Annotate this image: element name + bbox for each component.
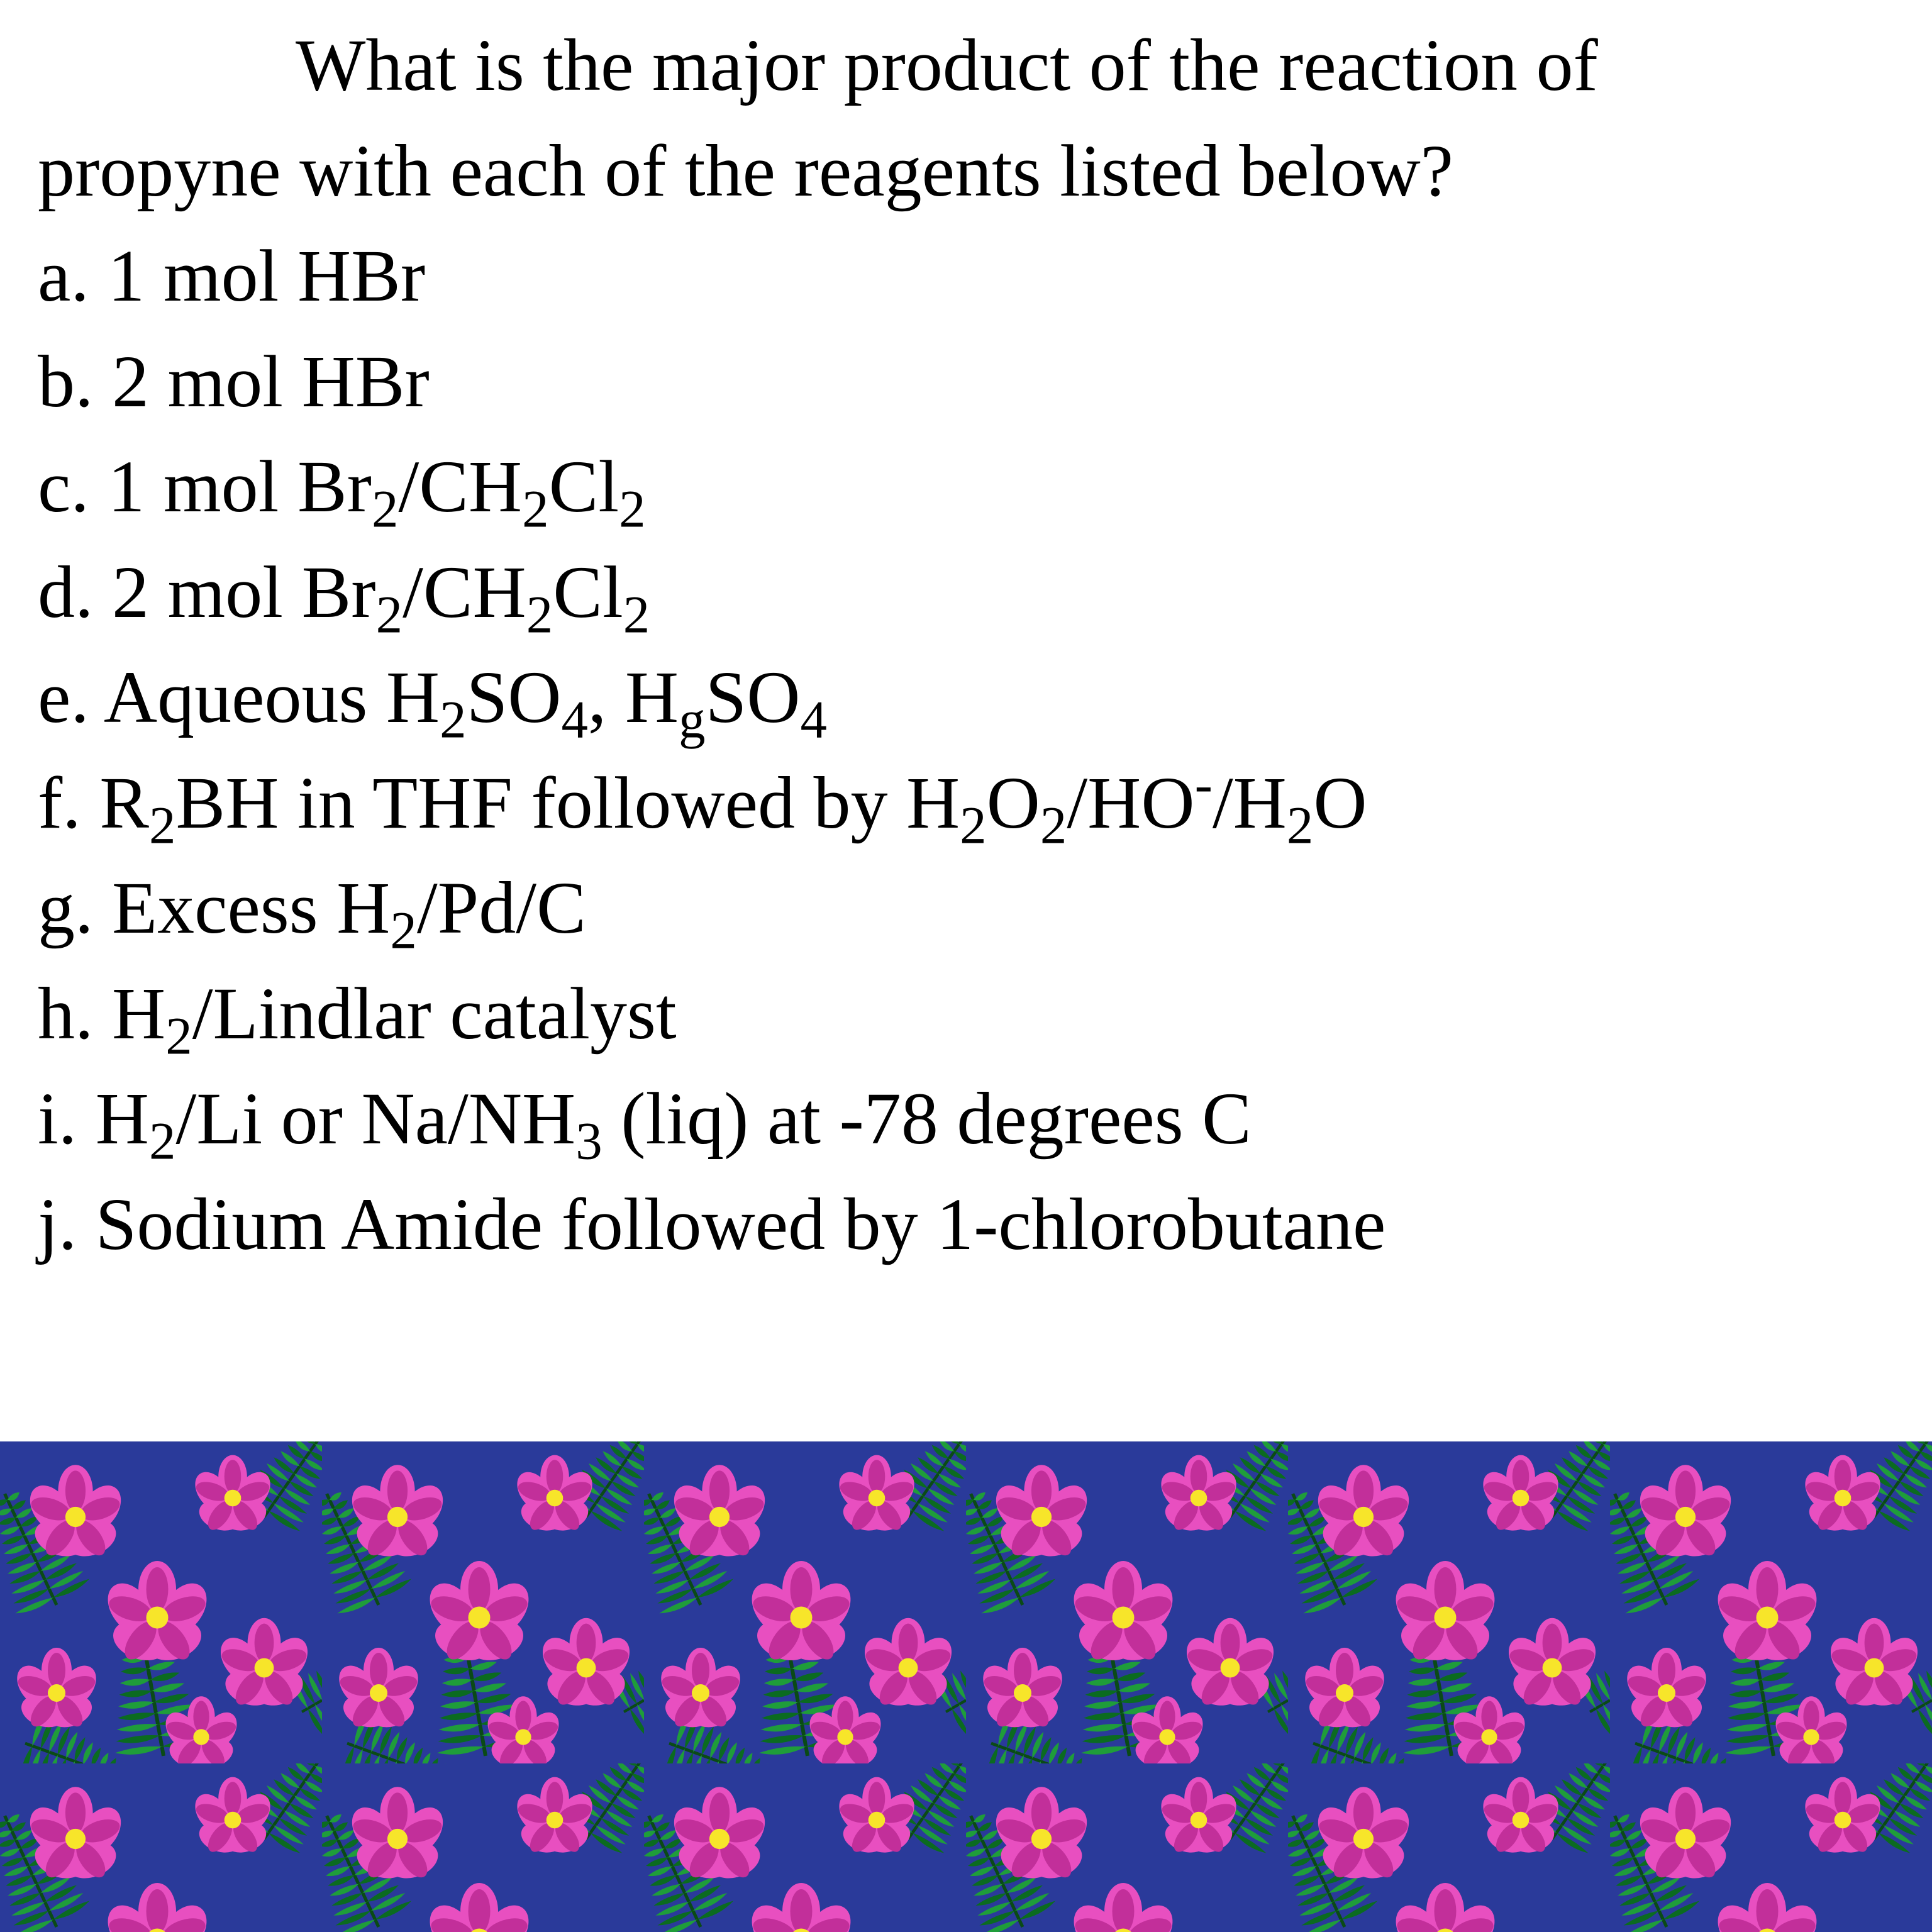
item-letter: b. [38, 340, 112, 423]
question-block: What is the major product of the reactio… [0, 0, 1932, 1277]
item-text: H2/Li or Na/NH3 (liq) at -78 degrees C [96, 1077, 1252, 1160]
list-item: i. H2/Li or Na/NH3 (liq) at -78 degrees … [38, 1066, 1894, 1172]
item-text: 1 mol HBr [108, 235, 425, 317]
item-list: a. 1 mol HBrb. 2 mol HBrc. 1 mol Br2/CH2… [38, 223, 1894, 1277]
item-text: Excess H2/Pd/C [112, 867, 586, 949]
item-text: 1 mol Br2/CH2Cl2 [108, 445, 645, 528]
item-letter: c. [38, 445, 108, 528]
list-item: g. Excess H2/Pd/C [38, 855, 1894, 961]
question-prompt-line1: What is the major product of the reactio… [296, 24, 1598, 106]
item-letter: f. [38, 762, 99, 844]
list-item: e. Aqueous H2SO4, HgSO4 [38, 645, 1894, 750]
item-letter: a. [38, 235, 108, 317]
question-prompt: What is the major product of the reactio… [38, 13, 1894, 118]
item-letter: j. [38, 1183, 96, 1265]
list-item: h. H2/Lindlar catalyst [38, 961, 1894, 1067]
item-letter: g. [38, 867, 112, 949]
item-text: R2BH in THF followed by H2O2/HO-/H2O [99, 762, 1367, 844]
list-item: f. R2BH in THF followed by H2O2/HO-/H2O [38, 750, 1894, 856]
item-letter: d. [38, 551, 112, 633]
item-text: Aqueous H2SO4, HgSO4 [104, 656, 827, 738]
item-text: 2 mol HBr [112, 340, 430, 423]
list-item: j. Sodium Amide followed by 1-chlorobuta… [38, 1172, 1894, 1277]
list-item: b. 2 mol HBr [38, 329, 1894, 435]
item-text: H2/Lindlar catalyst [112, 972, 677, 1055]
item-letter: i. [38, 1077, 96, 1160]
decorative-floral-pattern [0, 1441, 1932, 1932]
list-item: d. 2 mol Br2/CH2Cl2 [38, 540, 1894, 645]
question-prompt-line2: propyne with each of the reagents listed… [38, 118, 1894, 224]
list-item: c. 1 mol Br2/CH2Cl2 [38, 434, 1894, 540]
item-letter: e. [38, 656, 104, 738]
item-letter: h. [38, 972, 112, 1055]
item-text: Sodium Amide followed by 1-chlorobutane [96, 1183, 1386, 1265]
list-item: a. 1 mol HBr [38, 223, 1894, 329]
page: What is the major product of the reactio… [0, 0, 1932, 1932]
item-text: 2 mol Br2/CH2Cl2 [112, 551, 650, 633]
